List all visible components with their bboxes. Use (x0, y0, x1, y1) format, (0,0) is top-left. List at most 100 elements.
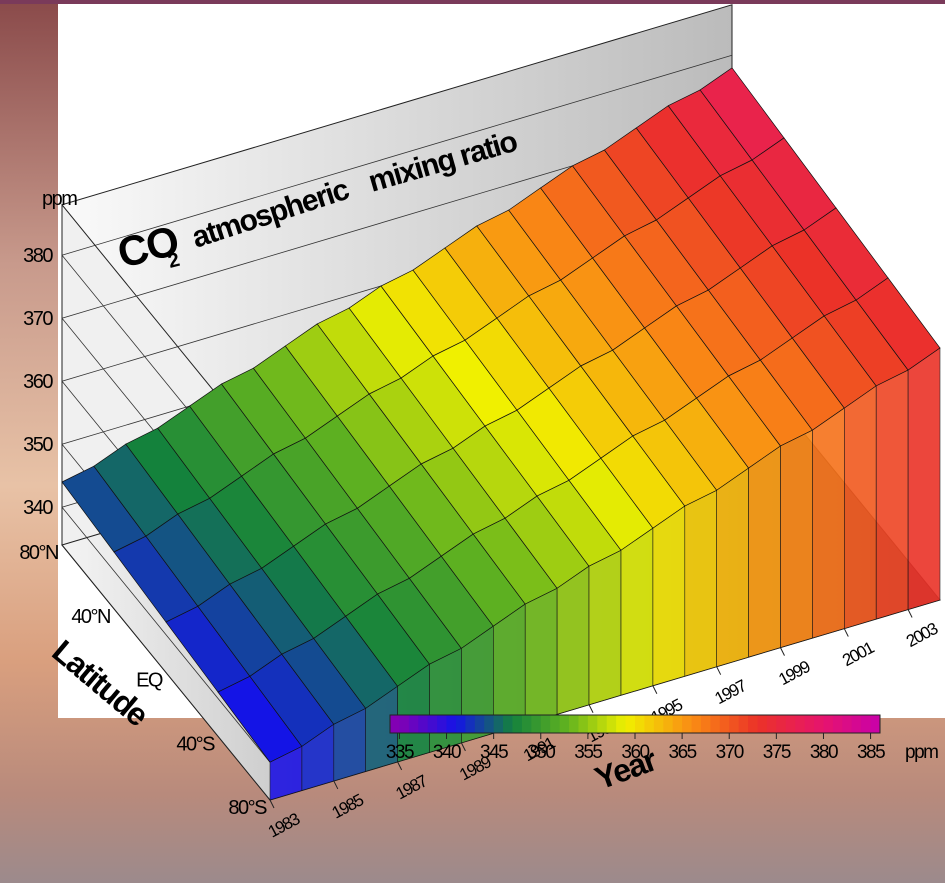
colorbar-segment (465, 715, 476, 733)
colorbar-tick-label: 340 (433, 742, 461, 763)
colorbar-segment (408, 715, 419, 733)
colorbar-segment (710, 715, 721, 733)
latitude-tick-label: 80°N (19, 542, 58, 564)
x-tick (397, 761, 403, 771)
colorbar-segment (700, 715, 711, 733)
z-tick-label: 360 (23, 371, 53, 393)
x-tick-label: 1983 (265, 809, 303, 841)
colorbar-segment (550, 715, 561, 733)
colorbar-segment (663, 715, 674, 733)
surface-front (524, 587, 558, 725)
colorbar-segment (691, 715, 702, 733)
latitude-tick-label: EQ (136, 670, 163, 692)
colorbar-segment (446, 715, 457, 733)
colorbar-segment (399, 715, 410, 733)
surface-front (620, 527, 654, 696)
colorbar-tick-label: 380 (810, 742, 838, 763)
colorbar-segment (851, 715, 862, 733)
surface-front (716, 467, 749, 668)
colorbar-segment (729, 715, 740, 733)
colorbar-segment (578, 715, 589, 733)
surface-front (780, 429, 813, 649)
colorbar-segment (719, 715, 730, 733)
colorbar-segment (748, 715, 758, 733)
colorbar-segment (842, 715, 853, 733)
colorbar-segment (738, 715, 749, 733)
x-tick (269, 799, 275, 809)
colorbar-segment (616, 715, 627, 733)
colorbar-segment (559, 715, 570, 733)
colorbar-segment (455, 715, 466, 733)
colorbar-tick-label: 370 (716, 742, 744, 763)
colorbar-segment (814, 715, 824, 733)
colorbar-segment (493, 715, 504, 733)
colorbar-segment (606, 715, 617, 733)
colorbar-segment (832, 715, 843, 733)
surface-front (492, 603, 526, 734)
colorbar-segment (503, 715, 513, 733)
surface-front (907, 347, 941, 610)
colorbar-segment (804, 715, 815, 733)
colorbar-segment (635, 715, 645, 733)
colorbar-segment (757, 715, 768, 733)
z-axis-label: ppm (42, 188, 77, 210)
colorbar-segment (484, 715, 495, 733)
colorbar-segment (437, 715, 448, 733)
surface-front (875, 369, 909, 620)
surface-front (812, 407, 845, 639)
latitude-tick-label: 40°N (71, 606, 110, 628)
colorbar-segment (776, 715, 787, 733)
colorbar-segment (644, 715, 655, 733)
x-tick-label: 1987 (393, 771, 431, 803)
colorbar-segment (653, 715, 664, 733)
x-tick (652, 685, 658, 694)
top-bar (0, 0, 945, 4)
colorbar-tick-label: 355 (574, 742, 602, 763)
colorbar-tick-label: 385 (857, 742, 885, 763)
colorbar-segment (766, 715, 777, 733)
latitude-tick-label: 40°S (176, 733, 215, 755)
latitude-tick-label: 80°S (228, 797, 267, 819)
surface-front (588, 549, 622, 706)
colorbar-tick-label: 375 (763, 742, 791, 763)
colorbar-segment (672, 715, 683, 733)
colorbar-segment (587, 715, 598, 733)
surface-front (843, 385, 877, 630)
x-tick (460, 742, 466, 752)
colorbar-tick-label: 365 (669, 742, 697, 763)
x-tick (780, 647, 785, 656)
x-tick (716, 666, 722, 675)
colorbar-segment (531, 715, 542, 733)
colorbar-tick-label: 360 (621, 742, 649, 763)
x-tick (588, 704, 594, 713)
z-tick-label: 370 (23, 308, 53, 330)
surface-front (652, 505, 686, 687)
colorbar-segment (785, 715, 796, 733)
colorbar-segment (418, 715, 429, 733)
z-tick-label: 340 (23, 497, 53, 519)
colorbar-segment (795, 715, 806, 733)
x-tick (907, 609, 913, 618)
colorbar-segment (597, 715, 608, 733)
colorbar-tick-label: 345 (480, 742, 508, 763)
colorbar-segment (390, 715, 400, 733)
surface-front (556, 565, 590, 715)
surface-front (429, 647, 462, 753)
x-tick (333, 780, 339, 790)
colorbar-segment (682, 715, 693, 733)
x-tick (843, 628, 849, 637)
colorbar-segment (861, 715, 872, 733)
colorbar-tick-label: 335 (386, 742, 414, 763)
colorbar-segment (521, 715, 532, 733)
z-tick-label: 350 (23, 434, 53, 456)
colorbar-segment (512, 715, 523, 733)
surface-front (684, 489, 718, 677)
x-tick-label: 1985 (329, 790, 367, 822)
colorbar-segment (427, 715, 438, 733)
colorbar-segment (823, 715, 834, 733)
z-tick-label: 380 (23, 245, 53, 267)
colorbar-segment (870, 715, 881, 733)
colorbar-segment (474, 715, 485, 733)
